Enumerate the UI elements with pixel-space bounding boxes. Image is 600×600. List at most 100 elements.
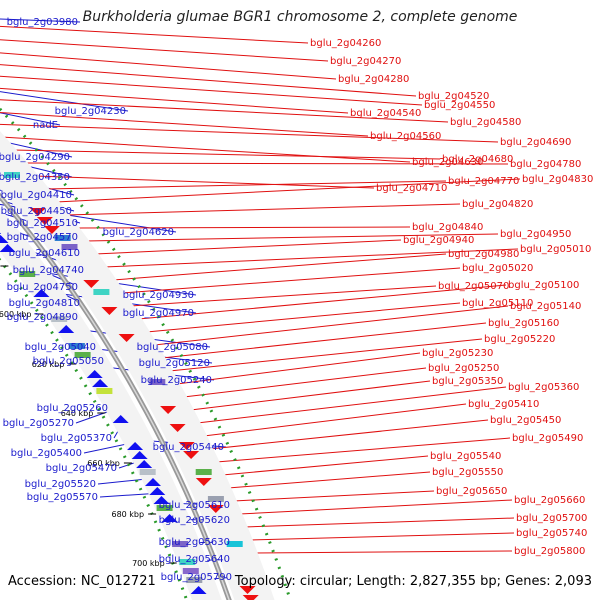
tick-label: 680 kbp [111, 510, 144, 519]
right-leader-line [23, 162, 509, 165]
right-leader-line [227, 471, 431, 489]
right-leader-line [161, 322, 487, 359]
right-gene-label: bglu_2g04950 [500, 229, 571, 240]
left-gene-label: bglu_2g04890 [7, 312, 78, 323]
right-gene-label: bglu_2g04770 [448, 176, 519, 187]
left-gene-label: bglu_2g04610 [9, 248, 80, 259]
reverse-colored-gene [93, 289, 110, 295]
right-gene-label: bglu_2g05450 [490, 415, 561, 426]
left-gene-label: bglu_2g05040 [25, 342, 96, 353]
right-gene-label: bglu_2g04780 [510, 159, 581, 170]
right-leader-line [75, 226, 411, 229]
right-gene-label: bglu_2g05740 [516, 528, 587, 539]
left-gene-label: bglu_2g05370 [41, 433, 112, 444]
forward-gene [0, 244, 16, 252]
right-gene-label: bglu_2g04940 [403, 235, 474, 246]
right-gene-label: bglu_2g05360 [508, 382, 579, 393]
forward-colored-gene [172, 541, 189, 547]
right-gene-label: bglu_2g05010 [520, 244, 591, 255]
right-gene-label: bglu_2g04540 [350, 108, 421, 119]
right-gene-label: bglu_2g05660 [514, 495, 585, 506]
right-gene-label: bglu_2g05650 [436, 486, 507, 497]
reverse-colored-gene [54, 235, 71, 241]
reverse-gene [195, 478, 212, 486]
right-gene-label: bglu_2g04710 [376, 183, 447, 194]
tick-label: 660 kbp [87, 459, 120, 468]
right-leader-line [34, 175, 375, 189]
forward-colored-gene [68, 343, 85, 349]
right-gene-label: bglu_2g05800 [514, 546, 585, 557]
right-gene-label: bglu_2g05540 [430, 451, 501, 462]
right-leader-line [45, 180, 447, 190]
right-gene-label: bglu_2g04690 [500, 137, 571, 148]
reverse-gene [242, 595, 259, 600]
left-leader-line [75, 410, 112, 424]
right-gene-label: bglu_2g05020 [462, 263, 533, 274]
right-leader-line [146, 302, 461, 333]
forward-gene [149, 487, 166, 495]
left-gene-label: bglu_2g04350 [0, 172, 70, 183]
left-gene-label: bglu_2g05440 [153, 442, 224, 453]
reverse-gene [183, 451, 200, 459]
left-gene-label: bglu_2g05790 [161, 572, 232, 583]
left-gene-label: bglu_2g04620 [103, 227, 174, 238]
right-leader-line [138, 284, 507, 320]
map-title: Burkholderia glumae BGR1 chromosome 2, c… [82, 9, 518, 25]
right-gene-label: bglu_2g05550 [432, 467, 503, 478]
reverse-gene [239, 586, 256, 594]
left-gene-label: bglu_2g04230 [55, 106, 126, 117]
right-gene-label: bglu_2g05220 [484, 334, 555, 345]
forward-gene [153, 496, 170, 504]
right-leader-line [0, 87, 349, 114]
right-gene-label: bglu_2g05100 [508, 280, 579, 291]
right-leader-line [239, 499, 513, 515]
left-gene-label: bglu_2g05640 [159, 554, 230, 565]
right-gene-label: bglu_2g04980 [448, 249, 519, 260]
right-gene-label: bglu_2g04520 [418, 91, 489, 102]
left-gene-label: bglu_2g04450 [1, 206, 72, 217]
right-leader-line [1, 136, 411, 163]
left-gene-label: nadE [33, 120, 58, 131]
reverse-colored-gene [226, 541, 243, 547]
right-gene-label: bglu_2g04680 [442, 154, 513, 165]
left-leader-line [0, 18, 81, 23]
left-leader-line [0, 140, 73, 158]
right-gene-label: bglu_2g05230 [422, 348, 493, 359]
right-gene-label: bglu_2g04270 [330, 56, 401, 67]
forward-gene [127, 442, 144, 450]
right-leader-line [130, 285, 437, 307]
right-leader-line [104, 248, 519, 268]
forward-gene [190, 586, 207, 594]
right-leader-line [113, 253, 447, 281]
reverse-colored-gene [149, 379, 166, 385]
reverse-gene [207, 505, 224, 513]
left-gene-label: bglu_2g04810 [9, 298, 80, 309]
left-gene-label: bglu_2g05630 [159, 537, 230, 548]
tick-label: 620 kbp [32, 360, 65, 369]
left-leader-line [97, 478, 147, 485]
right-gene-label: bglu_2g04630 [412, 157, 483, 168]
right-leader-line [94, 239, 402, 255]
tick-label: 700 kbp [132, 559, 165, 568]
left-gene-label: bglu_2g05520 [25, 479, 96, 490]
right-gene-label: bglu_2g05110 [462, 298, 533, 309]
left-gene-label: bglu_2g04740 [13, 265, 84, 276]
forward-gene [136, 460, 153, 468]
forward-gene [161, 514, 178, 522]
left-gene-label: bglu_2g03980 [7, 17, 78, 28]
forward-gene [33, 289, 50, 297]
left-gene-label: bglu_2g04750 [7, 282, 78, 293]
left-leader-line [0, 91, 129, 112]
accession-text: Accession: NC_012721 [8, 574, 156, 589]
right-leader-line [66, 203, 461, 216]
forward-gene [145, 478, 161, 486]
reverse-colored-gene [4, 172, 20, 178]
right-gene-label: bglu_2g04280 [338, 74, 409, 85]
left-gene-label: bglu_2g05470 [46, 463, 117, 474]
topology-text: Topology: circular; Length: 2,827,355 bp… [234, 574, 592, 589]
forward-colored-gene [139, 469, 156, 475]
left-gene-label: bglu_2g05570 [27, 492, 98, 503]
right-leader-line [0, 99, 449, 123]
left-gene-label: bglu_2g05270 [3, 418, 74, 429]
right-gene-label: bglu_2g05070 [438, 281, 509, 292]
